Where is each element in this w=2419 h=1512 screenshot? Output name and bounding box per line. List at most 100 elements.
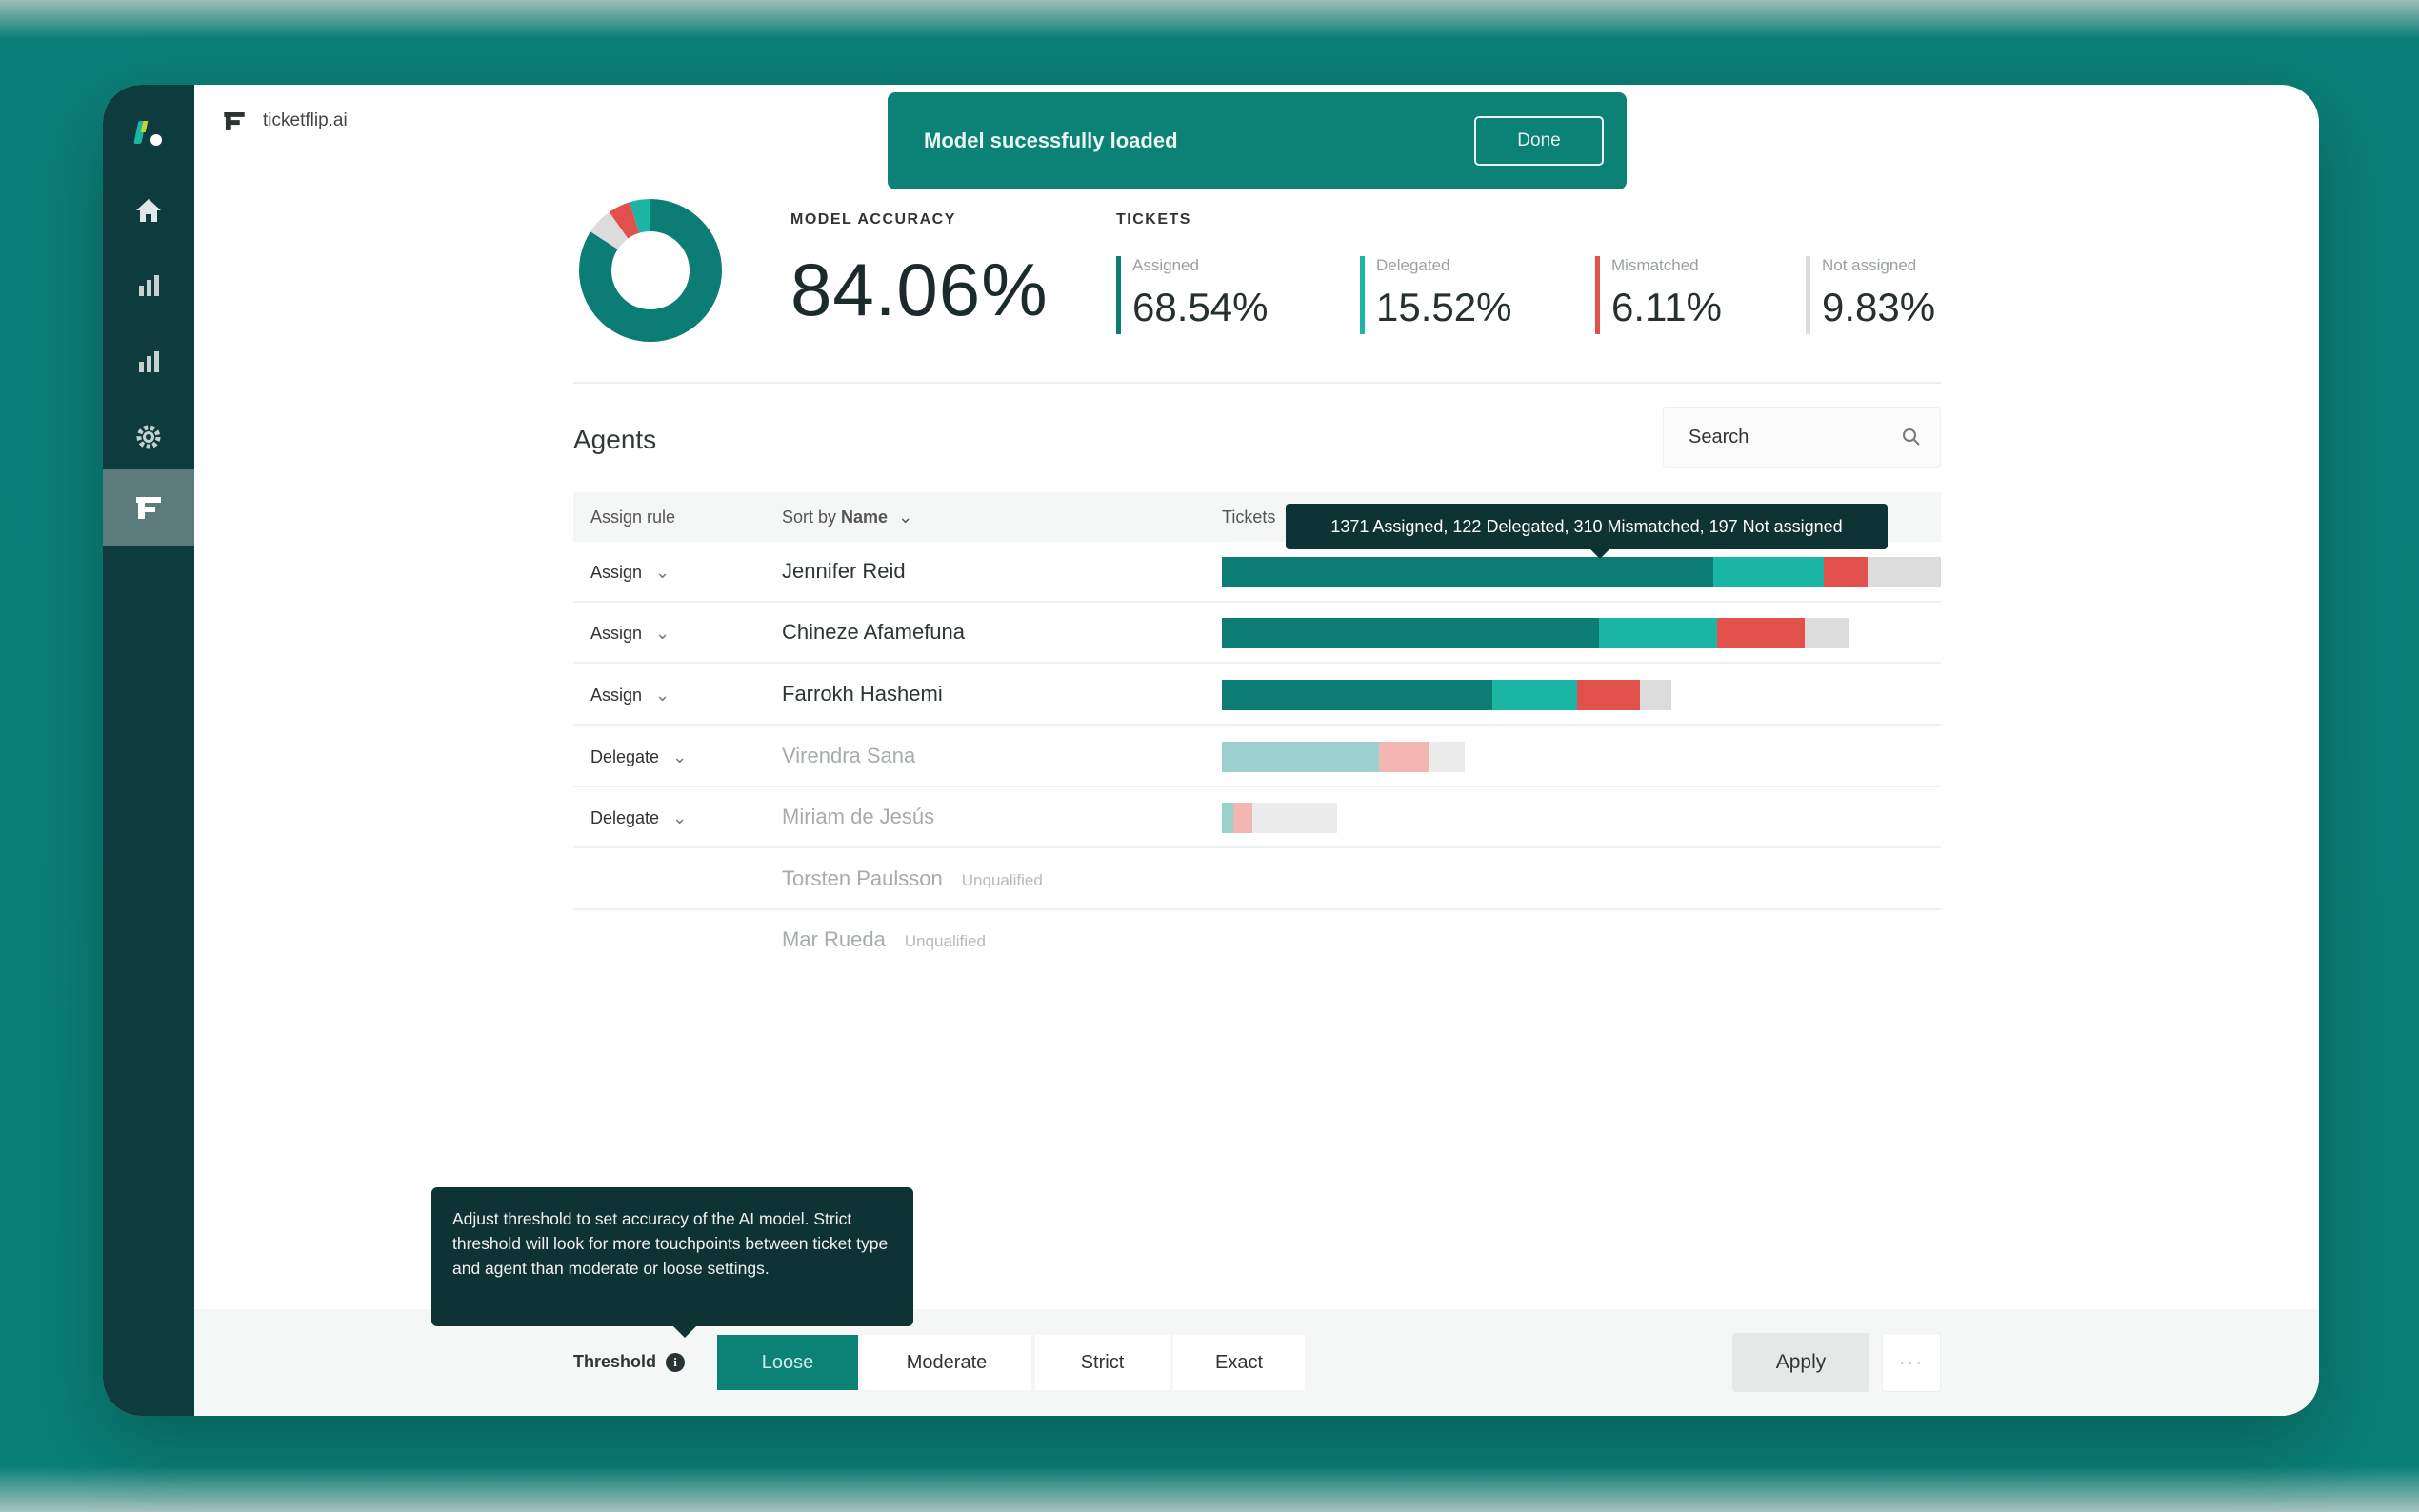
threshold-option-exact[interactable]: Exact	[1173, 1335, 1305, 1390]
bar-chart-icon[interactable]	[103, 248, 194, 324]
assigned-segment	[1222, 618, 1599, 648]
table-row: Delegate ⌄ Miriam de Jesús	[573, 787, 1941, 848]
threshold-label-group: Threshold i	[573, 1352, 686, 1372]
mismatched-segment	[1233, 803, 1252, 833]
mismatched-segment	[1379, 742, 1429, 772]
ticket-distribution-bar[interactable]	[1222, 803, 1337, 833]
assign-rule-dropdown[interactable]: Delegate ⌄	[590, 747, 687, 767]
search-input[interactable]: Search	[1663, 407, 1941, 468]
home-icon[interactable]	[103, 172, 194, 249]
toast-message: Model sucessfully loaded	[924, 129, 1178, 152]
ticket-distribution-bar[interactable]	[1222, 680, 1671, 710]
agent-name-text: Jennifer Reid	[782, 559, 906, 583]
table-row: Assign ⌄ Farrokh Hashemi	[573, 665, 1941, 726]
unqualified-badge: Unqualified	[904, 932, 986, 950]
threshold-option-moderate[interactable]: Moderate	[862, 1335, 1031, 1390]
delegated-segment	[1492, 680, 1577, 710]
stat-label: Mismatched	[1611, 256, 1699, 274]
info-icon[interactable]: i	[666, 1352, 686, 1372]
ticket-distribution-bar[interactable]	[1222, 742, 1465, 772]
delegated-segment	[1713, 557, 1824, 587]
tickets-label: TICKETS	[1116, 211, 1191, 228]
agent-name[interactable]: Miriam de Jesús	[782, 805, 934, 829]
divider	[573, 382, 1941, 384]
assigned-segment	[1222, 742, 1379, 772]
agent-name[interactable]: Jennifer Reid	[782, 559, 906, 584]
model-accuracy-value: 84.06%	[790, 248, 1049, 331]
stat-value: 68.54%	[1132, 285, 1269, 329]
not-assigned-segment	[1252, 803, 1337, 833]
assigned-segment	[1222, 803, 1233, 833]
stat-value: 9.83%	[1822, 285, 1936, 329]
tickets-header: Tickets	[1222, 507, 1276, 527]
assign-rule-value: Assign	[590, 563, 643, 582]
delegated-segment	[1599, 618, 1717, 648]
threshold-option-loose[interactable]: Loose	[717, 1335, 858, 1390]
mismatched-segment	[1824, 557, 1868, 587]
brand[interactable]: ticketflip.ai	[221, 108, 348, 134]
assign-rule-dropdown[interactable]: Assign ⌄	[590, 624, 670, 644]
threshold-tooltip: Adjust threshold to set accuracy of the …	[431, 1187, 913, 1338]
logo-icon[interactable]	[103, 96, 194, 172]
ticketflip-icon[interactable]	[103, 469, 194, 546]
stat-not-assigned: Not assigned 9.83%	[1806, 256, 1935, 334]
success-toast: Model sucessfully loaded Done	[888, 92, 1627, 189]
stat-value: 15.52%	[1376, 285, 1512, 329]
chevron-down-icon: ⌄	[655, 624, 670, 643]
stat-label: Assigned	[1132, 256, 1199, 274]
unqualified-badge: Unqualified	[961, 871, 1043, 889]
assign-rule-header: Assign rule	[590, 507, 676, 527]
agent-name-text: Farrokh Hashemi	[782, 682, 943, 706]
agent-name[interactable]: Chineze Afamefuna	[782, 620, 965, 645]
ticketflip-logo-icon	[224, 111, 245, 130]
not-assigned-segment	[1640, 680, 1671, 710]
brand-name: ticketflip.ai	[263, 110, 348, 130]
not-assigned-segment	[1868, 557, 1941, 587]
table-row: Torsten Paulsson Unqualified	[573, 849, 1941, 910]
agent-name[interactable]: Torsten Paulsson Unqualified	[782, 866, 1043, 891]
mismatched-segment	[1717, 618, 1805, 648]
chevron-down-icon: ⌄	[672, 808, 688, 827]
mismatched-segment	[1577, 680, 1640, 710]
bar-chart-icon[interactable]	[103, 324, 194, 400]
more-options-button[interactable]: ···	[1882, 1333, 1941, 1392]
assigned-segment	[1222, 680, 1492, 710]
agent-name-text: Mar Rueda	[782, 927, 886, 951]
done-button[interactable]: Done	[1474, 116, 1604, 166]
model-accuracy-label: MODEL ACCURACY	[790, 211, 956, 228]
sort-prefix: Sort by	[782, 507, 837, 527]
assign-rule-dropdown[interactable]: Delegate ⌄	[590, 808, 687, 828]
sort-dropdown[interactable]: Sort by Name ⌄	[782, 507, 912, 527]
agent-name[interactable]: Virendra Sana	[782, 744, 915, 768]
agent-name[interactable]: Mar Rueda Unqualified	[782, 927, 986, 952]
agent-name-text: Virendra Sana	[782, 744, 916, 767]
not-assigned-segment	[1429, 742, 1465, 772]
agent-name-text: Chineze Afamefuna	[782, 620, 966, 644]
not-assigned-segment	[1805, 618, 1849, 648]
assign-rule-value: Delegate	[590, 808, 660, 827]
agent-name-text: Torsten Paulsson	[782, 866, 943, 890]
accuracy-donut-chart	[579, 199, 722, 342]
chevron-down-icon: ⌄	[898, 507, 913, 527]
apply-button[interactable]: Apply	[1732, 1333, 1869, 1392]
assign-rule-dropdown[interactable]: Assign ⌄	[590, 686, 670, 706]
threshold-option-strict[interactable]: Strict	[1035, 1335, 1170, 1390]
ticket-distribution-bar[interactable]	[1222, 557, 1941, 587]
gear-icon[interactable]	[103, 399, 194, 475]
stat-mismatched: Mismatched 6.11%	[1595, 256, 1722, 334]
assign-rule-value: Assign	[590, 686, 643, 705]
assign-rule-value: Assign	[590, 624, 643, 643]
chevron-down-icon: ⌄	[655, 563, 670, 582]
agent-name[interactable]: Farrokh Hashemi	[782, 682, 943, 706]
agent-name-text: Miriam de Jesús	[782, 805, 935, 828]
stat-assigned: Assigned 68.54%	[1116, 256, 1268, 334]
assign-rule-value: Delegate	[590, 747, 660, 766]
stat-label: Delegated	[1376, 256, 1450, 274]
table-row: Delegate ⌄ Virendra Sana	[573, 726, 1941, 787]
assign-rule-dropdown[interactable]: Assign ⌄	[590, 563, 670, 583]
stat-value: 6.11%	[1611, 285, 1722, 329]
chevron-down-icon: ⌄	[672, 747, 688, 766]
search-icon	[1903, 428, 1920, 446]
ticket-distribution-bar[interactable]	[1222, 618, 1849, 648]
table-row: Assign ⌄ Chineze Afamefuna	[573, 603, 1941, 664]
